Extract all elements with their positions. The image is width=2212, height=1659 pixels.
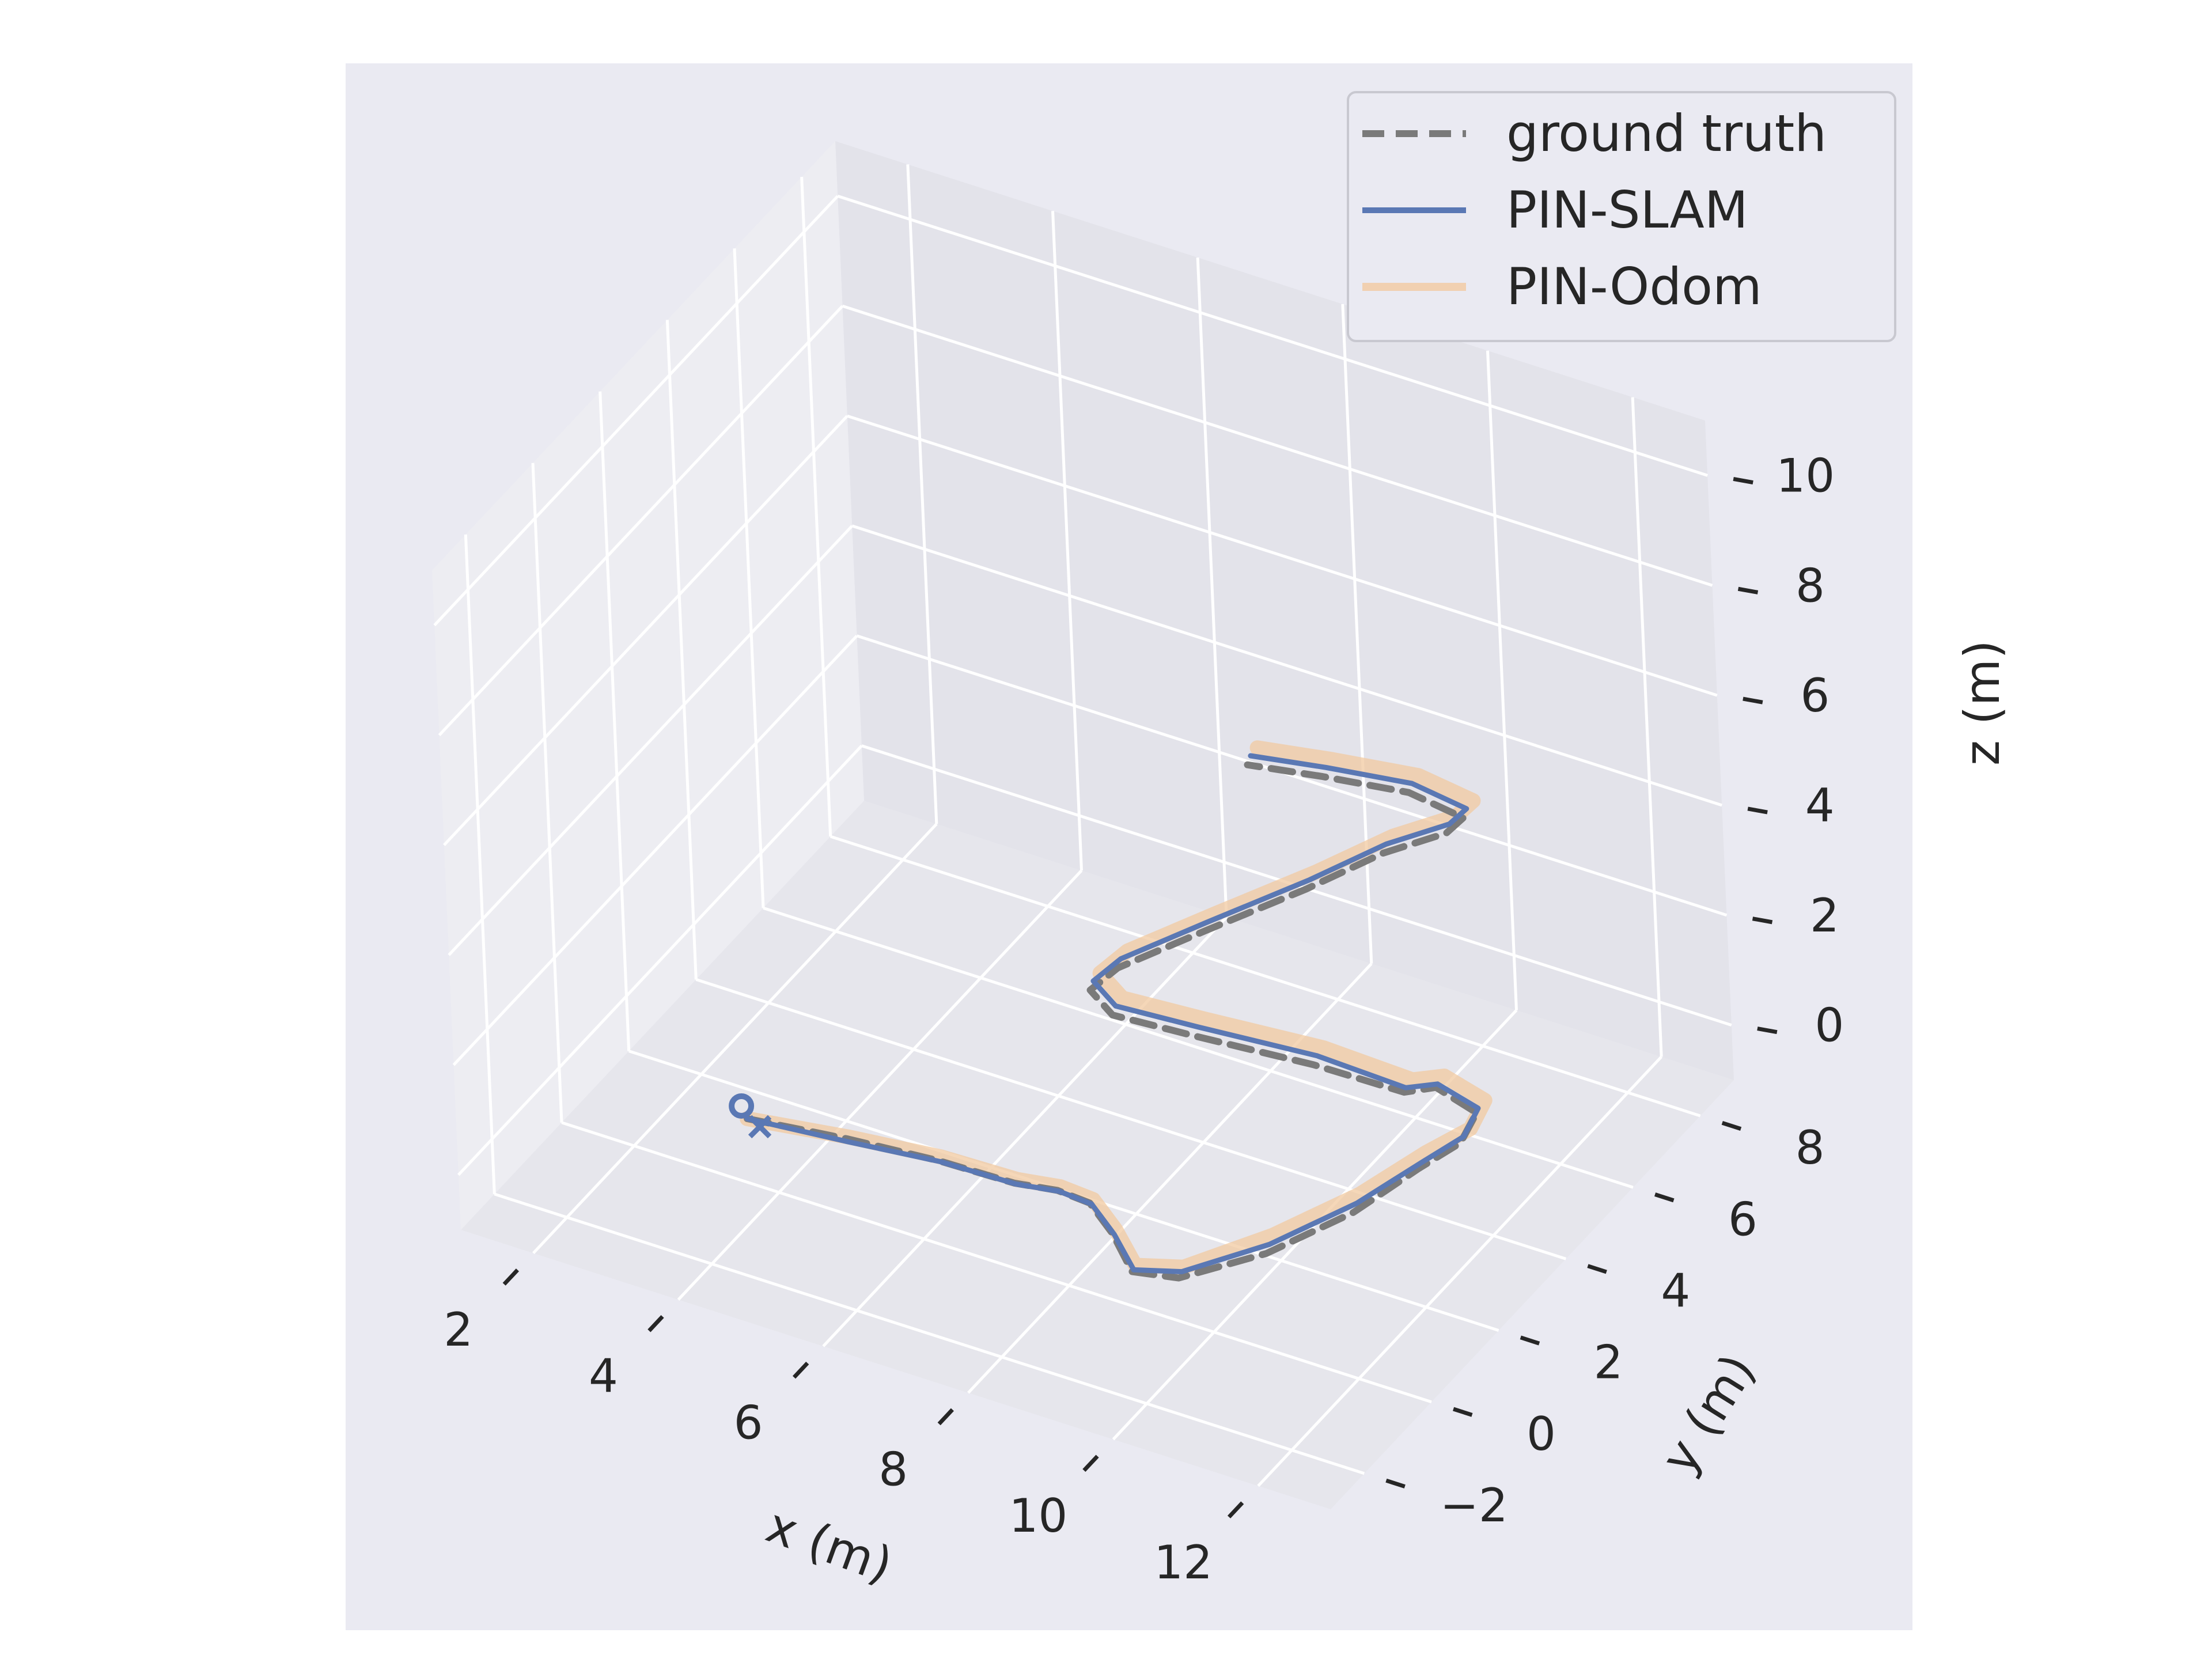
grid-back-x-2 [1196,257,1228,918]
z-tick-2 [1747,806,1768,815]
x-tick-label-0: 2 [444,1303,473,1357]
x-tick-2 [792,1361,809,1379]
grid-back-x-4 [1486,350,1518,1010]
grid-back-x-1 [1051,211,1083,871]
x-tick-label-4: 10 [1009,1489,1068,1543]
y-tick-label-4: 6 [1728,1192,1758,1246]
z-tick-4 [1737,586,1759,594]
grid-side-z-0 [457,744,863,1176]
z-axis-label: z (m) [1954,640,2010,766]
x-tick-label-3: 8 [878,1442,908,1496]
legend: ground truth PIN-SLAM PIN-Odom [1347,91,1896,342]
grid-floor-y-1 [561,1121,1432,1404]
grid-back-x-5 [1631,397,1663,1057]
trajectory-series [740,740,1493,1282]
grid-floor-y-3 [695,978,1567,1260]
y-tick-label-5: 8 [1796,1121,1825,1175]
legend-box [1347,91,1896,342]
y-tick-1 [1453,1407,1473,1417]
z-tick-label-1: 2 [1810,889,1839,942]
y-tick-label-0: −2 [1440,1479,1508,1532]
start-end-markers [729,1093,772,1139]
z-tick-0 [1757,1027,1778,1035]
y-tick-3 [1587,1264,1607,1274]
grid-back-x-0 [906,164,938,824]
y-tick-label-1: 0 [1527,1407,1556,1461]
y-tick-label-3: 4 [1661,1264,1690,1318]
legend-label-pin-odom: PIN-Odom [1506,257,1762,316]
grid-back-z-5 [837,195,1708,477]
legend-label-ground-truth: ground truth [1506,104,1827,163]
grid-side-y-2 [599,391,631,1051]
y-tick-2 [1520,1335,1540,1346]
z-tick-label-3: 6 [1800,669,1830,722]
grid-back-z-3 [847,414,1718,697]
z-tick-label-0: 0 [1815,999,1844,1052]
x-tick-4 [1082,1455,1099,1472]
grid-back-z-1 [856,634,1728,917]
z-tick-label-5: 10 [1776,449,1835,502]
grid-floor-y-5 [830,835,1701,1118]
grid-side-y-3 [665,320,698,980]
x-tick-1 [647,1315,664,1332]
grid-side-z-1 [452,635,858,1066]
grid-side-y-0 [464,534,496,1195]
grid-back-z-4 [842,304,1713,587]
grid-floor-y-0 [494,1192,1365,1475]
grid-side-z-3 [443,415,849,846]
side-pane [432,141,864,1230]
grid-back-z-2 [851,524,1722,807]
grid-lines [433,164,1732,1487]
y-tick-4 [1654,1192,1675,1203]
grid-side-z-4 [438,305,844,736]
z-tick-5 [1733,476,1753,484]
legend-label-pin-slam: PIN-SLAM [1506,180,1748,240]
x-tick-5 [1227,1501,1244,1518]
z-tick-3 [1743,696,1763,704]
floor-pane [461,801,1734,1509]
grid-floor-x-3 [967,963,1373,1394]
x-tick-label-1: 4 [589,1350,618,1403]
z-tick-1 [1752,916,1773,925]
grid-floor-x-2 [822,916,1228,1347]
grid-side-z-5 [433,195,839,627]
start-marker [729,1093,755,1119]
grid-floor-x-0 [532,823,938,1255]
grid-side-y-4 [733,248,765,908]
end-marker-stroke-b [748,1115,772,1139]
x-tick-3 [937,1408,954,1426]
x-tick-0 [502,1268,519,1286]
grid-side-z-2 [448,525,853,956]
x-tick-label-5: 12 [1154,1536,1213,1589]
y-tick-0 [1385,1478,1406,1488]
y-tick-label-2: 2 [1594,1336,1623,1389]
grid-floor-y-4 [763,906,1634,1189]
grid-side-y-1 [531,463,563,1123]
y-tick-5 [1721,1120,1742,1131]
grid-side-y-5 [800,176,832,837]
series-line-pin-odom [740,740,1493,1275]
grid-floor-x-1 [677,869,1083,1301]
z-tick-label-4: 8 [1796,559,1825,612]
series-line-pin-slam [744,753,1481,1275]
grid-floor-x-5 [1257,1055,1662,1487]
z-tick-label-2: 4 [1805,779,1835,832]
x-tick-label-2: 6 [734,1396,763,1450]
